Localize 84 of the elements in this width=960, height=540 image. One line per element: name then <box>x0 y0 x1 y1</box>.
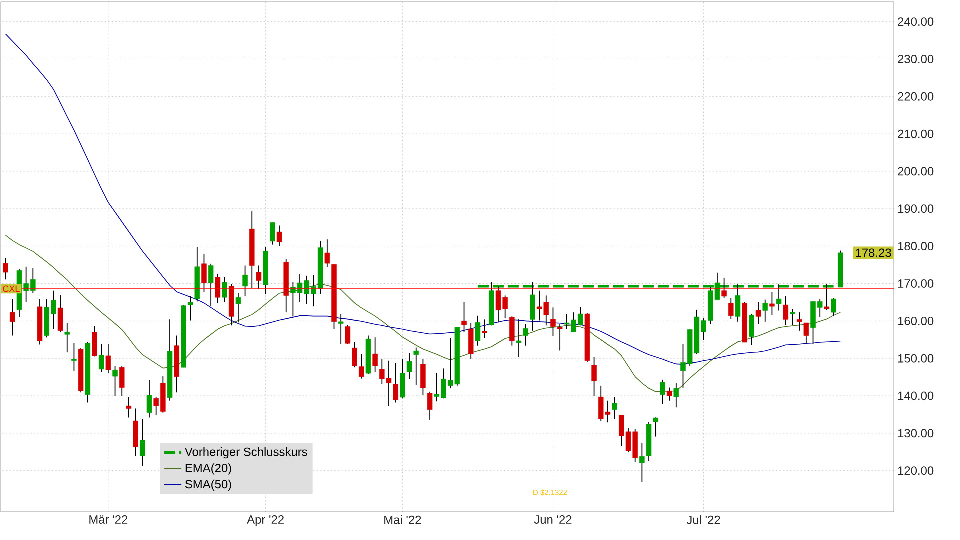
candlestick <box>414 347 419 386</box>
candlestick <box>653 417 658 438</box>
text: 178.23 <box>856 248 892 258</box>
candlestick <box>749 314 754 346</box>
candlestick <box>790 308 796 326</box>
candlestick <box>324 239 330 268</box>
y-tick-label: 120.00 <box>898 466 934 476</box>
x-tick-label: Apr '22 <box>247 516 284 526</box>
y-tick-label: 160.00 <box>898 316 934 326</box>
candlestick <box>98 344 104 373</box>
x-tick-label: Jun '22 <box>534 516 572 524</box>
candlestick <box>420 358 426 396</box>
candlestick <box>612 397 618 420</box>
candlestick <box>666 387 672 402</box>
candlestick <box>728 298 734 320</box>
candlestick <box>831 298 836 317</box>
legend-label: SMA(50) <box>185 480 232 491</box>
candlestick <box>557 324 563 352</box>
candlestick <box>338 314 344 345</box>
candlestick <box>92 326 98 358</box>
candlestick <box>215 274 221 304</box>
candlestick <box>427 391 433 420</box>
candlestick <box>762 299 768 322</box>
candlestick <box>3 258 8 280</box>
candlestick <box>796 312 802 332</box>
candlestick <box>462 302 467 333</box>
legend-label: Vorheriger Schlusskurs <box>184 448 308 459</box>
y-tick-label: 200.00 <box>898 167 934 176</box>
candlestick <box>359 354 364 380</box>
candlestick <box>770 292 775 316</box>
candlestick <box>256 265 262 290</box>
candlestick <box>270 222 276 246</box>
candlestick <box>756 302 762 325</box>
candlestick <box>352 342 358 368</box>
y-tick-label: 130.00 <box>898 429 934 438</box>
candlestick <box>106 344 112 374</box>
candlestick <box>640 443 645 483</box>
x-tick-label: Jul '22 <box>686 516 720 524</box>
y-tick-label: 170.00 <box>898 280 934 288</box>
y-tick-label: 210.00 <box>898 130 934 138</box>
candlestick <box>804 322 810 345</box>
candlestick <box>393 363 398 404</box>
candlestick <box>475 315 481 346</box>
candlestick <box>202 254 207 293</box>
candlestick <box>783 296 789 326</box>
candlestick <box>208 263 214 308</box>
x-tick-label: Mai '22 <box>384 516 422 524</box>
candlestick <box>674 382 680 408</box>
candlestick <box>406 352 412 380</box>
candlestick <box>824 284 830 310</box>
legend-label: EMA(20) <box>186 464 232 475</box>
candlestick <box>660 379 666 405</box>
candlestick <box>120 366 125 396</box>
y-tick-label: 180.00 <box>898 242 934 251</box>
candlestick <box>64 322 70 354</box>
candlestick <box>72 342 77 372</box>
y-tick-label: 140.00 <box>898 392 934 400</box>
candlestick <box>372 337 378 373</box>
candlestick <box>482 319 488 339</box>
candlestick <box>550 307 556 337</box>
candlestick <box>146 380 152 418</box>
candlestick <box>276 225 282 247</box>
candlestick <box>112 366 118 396</box>
candlestick <box>126 397 132 418</box>
candlestick <box>10 298 16 336</box>
candlestick <box>345 324 351 345</box>
candlestick <box>188 296 194 322</box>
candlestick <box>140 418 146 466</box>
y-tick-label: 230.00 <box>898 55 934 64</box>
candlestick <box>222 276 228 303</box>
y-tick-label: 240.00 <box>898 18 934 26</box>
candlestick <box>58 294 64 333</box>
candlestick <box>242 265 248 297</box>
y-tick-label: 150.00 <box>898 354 934 363</box>
y-tick-label: 220.00 <box>898 92 934 101</box>
x-tick-label: Mär '22 <box>90 516 128 524</box>
candlestick <box>523 324 528 346</box>
ref-line-label: CXL <box>3 286 20 292</box>
candlestick <box>592 357 597 396</box>
candlestick <box>516 318 522 358</box>
candlestick <box>236 292 242 324</box>
candlestick <box>722 278 727 298</box>
candlestick <box>510 316 515 346</box>
y-tick-label: 190.00 <box>898 204 934 214</box>
